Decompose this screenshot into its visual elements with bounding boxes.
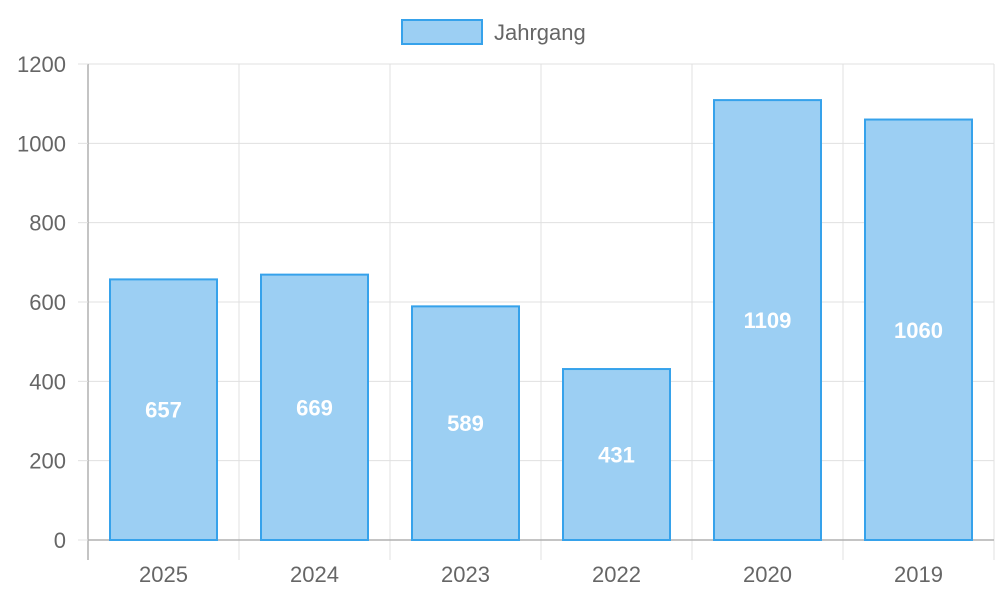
x-axis: 2025 2024 2023 2022 2020 2019: [88, 539, 994, 587]
legend-swatch-jahrgang[interactable]: [401, 19, 483, 45]
data-label: 431: [598, 443, 635, 468]
y-axis: 0 200 400 600 800 1000 1200: [17, 52, 88, 553]
bar-2025[interactable]: [109, 278, 218, 541]
x-tick-label: 2019: [894, 562, 943, 587]
legend-label-jahrgang[interactable]: Jahrgang: [494, 20, 586, 45]
bar-2022[interactable]: [562, 368, 671, 541]
legend[interactable]: Jahrgang: [401, 19, 586, 45]
bar-2024[interactable]: [260, 273, 369, 541]
data-label: 1060: [894, 318, 943, 343]
data-label: 1109: [744, 308, 792, 333]
x-tick-label: 2024: [290, 562, 339, 587]
y-tick-label: 200: [29, 449, 66, 474]
bars: [109, 99, 973, 542]
y-tick-label: 0: [54, 528, 66, 553]
x-tick-label: 2025: [139, 562, 188, 587]
x-tick-label: 2020: [743, 562, 792, 587]
bar-2019[interactable]: [864, 118, 973, 542]
bar-2020[interactable]: [713, 99, 822, 541]
data-label: 657: [145, 398, 182, 423]
x-tick-label: 2022: [592, 562, 641, 587]
y-tick-label: 600: [29, 290, 66, 315]
y-tick-label: 1200: [17, 52, 66, 77]
y-tick-label: 400: [29, 369, 66, 394]
y-tick-label: 1000: [17, 131, 66, 156]
data-labels: 657 669 589 431 1109 1060: [145, 308, 943, 467]
data-label: 669: [296, 395, 333, 420]
y-tick-label: 800: [29, 211, 66, 236]
bar-2023[interactable]: [411, 305, 520, 542]
grid-lines: [87, 63, 995, 560]
data-label: 589: [447, 411, 484, 436]
x-tick-label: 2023: [441, 562, 490, 587]
